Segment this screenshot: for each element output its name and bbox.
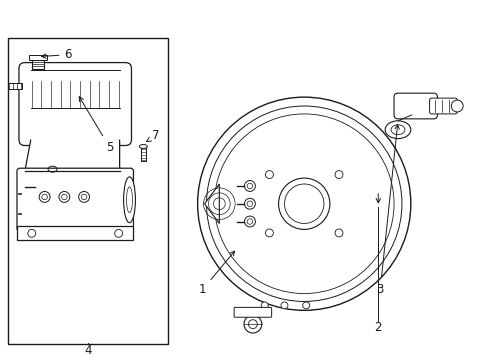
Circle shape [61,194,67,200]
Text: 7: 7 [146,129,160,142]
Circle shape [244,181,255,192]
Bar [8,38,168,344]
Circle shape [278,178,329,229]
Circle shape [39,192,50,202]
Circle shape [334,171,342,179]
FancyBboxPatch shape [19,63,131,145]
Text: 2: 2 [374,321,381,334]
Ellipse shape [385,121,410,139]
Circle shape [197,97,410,310]
Circle shape [79,192,89,202]
Ellipse shape [139,144,147,148]
Circle shape [450,100,462,112]
Circle shape [244,216,255,227]
Circle shape [246,201,252,207]
Ellipse shape [126,187,132,213]
Bar [32,60,43,69]
Circle shape [248,320,257,329]
Circle shape [246,183,252,189]
Bar [8,83,22,89]
Text: 5: 5 [79,97,113,154]
Bar [17,226,133,240]
Circle shape [42,194,47,200]
Text: 3: 3 [376,125,399,296]
Polygon shape [25,140,120,171]
Circle shape [244,198,255,209]
Polygon shape [204,184,219,224]
FancyBboxPatch shape [428,98,456,114]
Circle shape [281,302,287,309]
Ellipse shape [390,125,404,135]
Text: 4: 4 [84,344,92,357]
Circle shape [81,194,87,200]
Circle shape [265,171,273,179]
Circle shape [261,302,267,309]
Circle shape [246,219,252,224]
Circle shape [302,302,309,309]
Circle shape [284,184,323,224]
Bar [29,55,46,60]
Text: 6: 6 [41,48,72,61]
FancyBboxPatch shape [17,168,133,231]
Circle shape [244,315,261,333]
Ellipse shape [123,177,135,223]
Text: 1: 1 [199,251,234,296]
Bar [141,148,145,161]
Circle shape [334,229,342,237]
Circle shape [115,229,122,237]
FancyBboxPatch shape [234,307,271,317]
FancyBboxPatch shape [393,93,437,119]
Circle shape [28,229,36,237]
Circle shape [265,229,273,237]
Circle shape [59,192,70,202]
